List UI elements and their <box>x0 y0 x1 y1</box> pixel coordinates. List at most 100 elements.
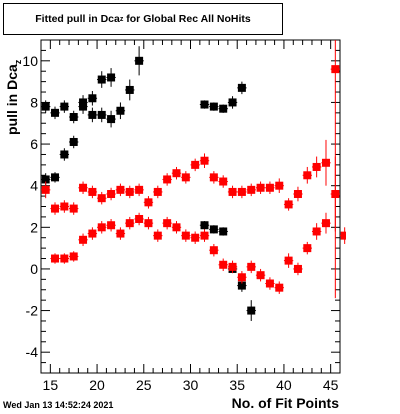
data-point <box>116 106 125 115</box>
data-point <box>312 227 321 236</box>
data-point <box>88 187 97 196</box>
data-point <box>191 233 200 242</box>
data-point <box>191 160 200 169</box>
x-tick-label: 30 <box>183 377 199 393</box>
plot-frame <box>40 39 341 374</box>
data-point <box>275 181 284 190</box>
x-tick-label: 20 <box>89 377 105 393</box>
data-point <box>247 185 256 194</box>
data-point <box>181 173 190 182</box>
y-tick-label: 0 <box>30 261 38 277</box>
data-point <box>303 171 312 180</box>
x-tick-label: 15 <box>43 377 59 393</box>
data-point <box>88 94 97 103</box>
data-point <box>284 256 293 265</box>
data-point <box>237 273 246 282</box>
data-point <box>331 190 340 199</box>
data-point <box>51 254 60 263</box>
data-point <box>69 113 78 122</box>
data-point <box>331 65 340 74</box>
data-points <box>41 40 346 321</box>
data-point <box>265 279 274 288</box>
data-point <box>312 162 321 171</box>
y-axis-label-subscript: z <box>12 59 23 65</box>
data-point <box>97 223 106 232</box>
data-point <box>79 235 88 244</box>
data-point <box>125 219 134 228</box>
data-point <box>60 102 69 111</box>
data-point <box>51 108 60 117</box>
data-point <box>51 173 60 182</box>
data-point <box>303 244 312 253</box>
data-point <box>144 198 153 207</box>
data-point <box>97 194 106 203</box>
data-point <box>209 173 218 182</box>
data-point <box>163 175 172 184</box>
data-point <box>228 187 237 196</box>
title-text: Fitted pull in Dca <box>35 13 120 25</box>
data-point <box>181 231 190 240</box>
data-point <box>293 190 302 199</box>
data-point <box>293 264 302 273</box>
data-point <box>125 187 134 196</box>
data-point <box>51 204 60 213</box>
data-point <box>237 281 246 290</box>
data-point <box>79 98 88 107</box>
y-axis-label-text: pull in Dca <box>4 64 20 135</box>
axes: 15 20 25 30 35 40 45 -4 -2 0 2 4 6 8 10 <box>22 39 341 393</box>
data-point <box>200 100 209 109</box>
data-point <box>209 246 218 255</box>
data-point <box>107 190 116 199</box>
data-point <box>228 262 237 271</box>
y-tick-label: 10 <box>22 53 38 69</box>
data-point <box>219 227 228 236</box>
data-point <box>256 271 265 280</box>
data-point <box>209 102 218 111</box>
data-point <box>247 306 256 315</box>
data-point <box>116 229 125 238</box>
y-tick-label: 8 <box>30 94 38 110</box>
x-tick-label: 40 <box>276 377 292 393</box>
data-point <box>41 175 50 184</box>
data-point <box>153 231 162 240</box>
data-point <box>116 185 125 194</box>
data-point <box>41 185 50 194</box>
data-point <box>107 73 116 82</box>
data-point <box>97 75 106 84</box>
data-point <box>135 214 144 223</box>
chart-title: Fitted pull in Dca z for Global Rec All N… <box>3 3 283 35</box>
x-tick-label: 25 <box>136 377 152 393</box>
y-tick-label: 4 <box>30 178 38 194</box>
data-point <box>135 56 144 65</box>
data-point <box>284 200 293 209</box>
data-point <box>60 150 69 159</box>
data-point <box>69 204 78 213</box>
y-tick-label: -4 <box>26 344 39 360</box>
data-point <box>275 283 284 292</box>
data-point <box>200 156 209 165</box>
data-point <box>228 98 237 107</box>
data-point <box>219 104 228 113</box>
data-point <box>237 187 246 196</box>
data-point <box>125 85 134 94</box>
data-point <box>209 225 218 234</box>
data-point <box>79 183 88 192</box>
data-point <box>200 221 209 230</box>
data-point <box>88 110 97 119</box>
data-point <box>256 183 265 192</box>
x-tick-label: 35 <box>229 377 245 393</box>
data-point <box>219 177 228 186</box>
y-tick-label: -2 <box>26 303 39 319</box>
data-point <box>107 221 116 230</box>
data-point <box>247 262 256 271</box>
title-text-rest: for Global Rec All NoHits <box>123 13 251 25</box>
data-point <box>153 187 162 196</box>
y-tick-label: 2 <box>30 219 38 235</box>
data-point <box>69 252 78 261</box>
data-point <box>60 254 69 263</box>
data-point <box>321 219 330 228</box>
data-point <box>321 158 330 167</box>
data-point <box>88 229 97 238</box>
y-axis-label: pull in Dcaz <box>4 60 23 135</box>
